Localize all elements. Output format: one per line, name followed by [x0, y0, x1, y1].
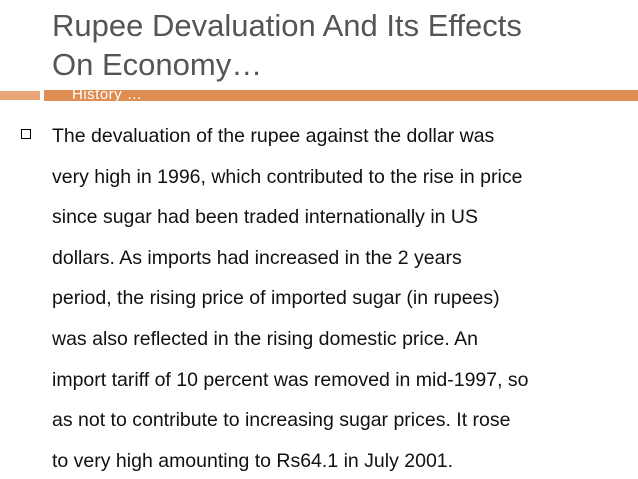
paragraph-line: period, the rising price of imported sug…: [52, 287, 500, 310]
accent-bar-left: [0, 91, 40, 100]
paragraph-line: as not to contribute to increasing sugar…: [52, 409, 511, 432]
slide-subtitle: History …: [72, 86, 143, 103]
paragraph-line: import tariff of 10 percent was removed …: [52, 368, 529, 391]
paragraph-line: The devaluation of the rupee against the…: [52, 125, 495, 147]
paragraph-line: very high in 1996, which contributed to …: [52, 165, 523, 188]
slide-title-line: On Economy…: [52, 47, 263, 82]
paragraph-line: to very high amounting to Rs64.1 in July…: [52, 449, 454, 472]
paragraph-line: was also reflected in the rising domesti…: [52, 327, 478, 350]
accent-bar: [44, 90, 638, 101]
paragraph-line: since sugar had been traded internationa…: [52, 206, 479, 229]
bullet-paragraph: The devaluation of the rupee against the…: [52, 116, 630, 479]
square-bullet-icon: [21, 129, 31, 139]
slide-title-line: Rupee Devaluation And Its Effects: [52, 8, 522, 43]
slide-title: Rupee Devaluation And Its Effects On Eco…: [52, 6, 612, 84]
paragraph-line: dollars. As imports had increased in the…: [52, 246, 462, 269]
